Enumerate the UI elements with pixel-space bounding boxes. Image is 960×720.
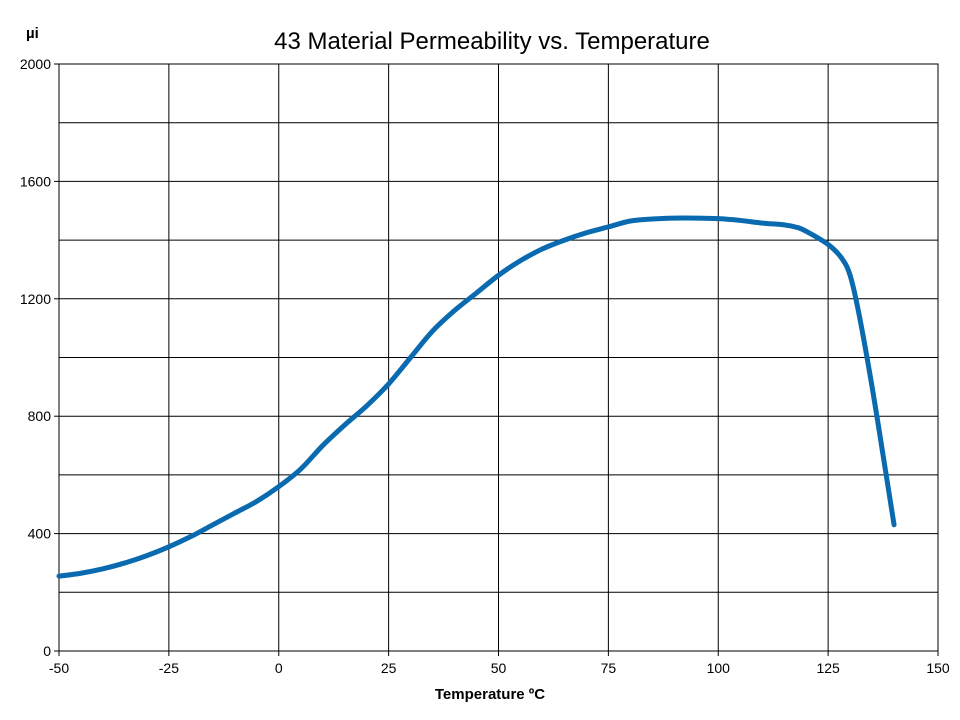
x-tick-label: 75 [601, 660, 617, 676]
chart-title: 43 Material Permeability vs. Temperature [274, 28, 710, 55]
gridlines [58, 63, 939, 652]
x-tick-label: 25 [381, 660, 397, 676]
y-axis-label: µi [26, 25, 39, 42]
x-tick-label: 50 [491, 660, 507, 676]
x-axis-ticks: -50 -25 0 25 50 75 100 125 150 [49, 651, 950, 676]
y-tick-label: 2000 [20, 56, 51, 72]
x-tick-label: 0 [275, 660, 283, 676]
x-tick-label: -25 [159, 660, 179, 676]
y-tick-label: 400 [28, 526, 52, 542]
y-tick-label: 0 [43, 643, 51, 659]
x-tick-label: -50 [49, 660, 69, 676]
x-tick-label: 100 [707, 660, 731, 676]
y-tick-label: 1600 [20, 173, 51, 189]
x-tick-label: 125 [816, 660, 840, 676]
y-axis-ticks: 0 400 800 1200 1600 2000 [20, 56, 59, 659]
x-axis-label: Temperature ºC [435, 686, 545, 703]
x-tick-label: 150 [926, 660, 950, 676]
y-tick-label: 800 [28, 408, 52, 424]
y-tick-label: 1200 [20, 291, 51, 307]
permeability-series-line [56, 215, 897, 579]
